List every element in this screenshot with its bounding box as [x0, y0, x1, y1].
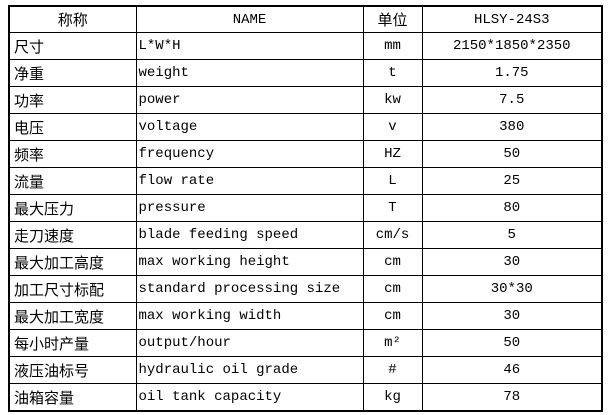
- row-en-label: flow rate: [135, 167, 364, 195]
- row-unit: kg: [362, 383, 423, 412]
- row-unit: v: [362, 113, 423, 141]
- row-cn-label: 尺寸: [8, 32, 137, 60]
- row-cn-label: 流量: [8, 167, 137, 195]
- row-unit: cm/s: [362, 221, 423, 249]
- row-cn-label: 最大加工高度: [8, 248, 137, 276]
- row-cn-label: 净重: [8, 59, 137, 87]
- row-cn-label: 液压油标号: [8, 356, 137, 384]
- row-cn-label: 最大加工宽度: [8, 302, 137, 330]
- row-en-label: weight: [135, 59, 364, 87]
- row-en-label: standard processing size: [135, 275, 364, 303]
- row-value: 80: [421, 194, 603, 222]
- row-cn-label: 油箱容量: [8, 383, 137, 412]
- row-unit: cm: [362, 248, 423, 276]
- row-cn-label: 最大压力: [8, 194, 137, 222]
- table-row: 走刀速度 blade feeding speed cm/s 5: [8, 221, 603, 249]
- header-unit: 单位: [362, 5, 423, 33]
- row-en-label: voltage: [135, 113, 364, 141]
- header-cn-name: 称称: [8, 5, 137, 33]
- row-en-label: hydraulic oil grade: [135, 356, 364, 384]
- row-en-label: oil tank capacity: [135, 383, 364, 412]
- header-model: HLSY-24S3: [421, 5, 603, 33]
- row-unit: T: [362, 194, 423, 222]
- header-row: 称称 NAME 单位 HLSY-24S3: [8, 5, 603, 33]
- table-row: 频率 frequency HZ 50: [8, 140, 603, 168]
- table-row: 最大加工宽度 max working width cm 30: [8, 302, 603, 330]
- row-cn-label: 电压: [8, 113, 137, 141]
- row-unit: HZ: [362, 140, 423, 168]
- row-en-label: blade feeding speed: [135, 221, 364, 249]
- table-row: 功率 power kw 7.5: [8, 86, 603, 114]
- row-en-label: max working width: [135, 302, 364, 330]
- row-unit: L: [362, 167, 423, 195]
- row-value: 7.5: [421, 86, 603, 114]
- row-value: 30: [421, 248, 603, 276]
- row-value: 1.75: [421, 59, 603, 87]
- table-row: 每小时产量 output/hour m² 50: [8, 329, 603, 357]
- row-unit: m²: [362, 329, 423, 357]
- row-unit: mm: [362, 32, 423, 60]
- row-cn-label: 功率: [8, 86, 137, 114]
- table-row: 加工尺寸标配 standard processing size cm 30*30: [8, 275, 603, 303]
- row-unit: #: [362, 356, 423, 384]
- table-row: 油箱容量 oil tank capacity kg 78: [8, 383, 603, 412]
- row-cn-label: 频率: [8, 140, 137, 168]
- row-en-label: power: [135, 86, 364, 114]
- row-en-label: output/hour: [135, 329, 364, 357]
- table-row: 电压 voltage v 380: [8, 113, 603, 141]
- row-value: 2150*1850*2350: [421, 32, 603, 60]
- table-row: 最大压力 pressure T 80: [8, 194, 603, 222]
- row-value: 50: [421, 140, 603, 168]
- row-cn-label: 每小时产量: [8, 329, 137, 357]
- row-value: 46: [421, 356, 603, 384]
- table-row: 最大加工高度 max working height cm 30: [8, 248, 603, 276]
- header-name: NAME: [135, 5, 364, 33]
- table-row: 流量 flow rate L 25: [8, 167, 603, 195]
- row-unit: cm: [362, 302, 423, 330]
- row-en-label: frequency: [135, 140, 364, 168]
- row-unit: t: [362, 59, 423, 87]
- row-en-label: L*W*H: [135, 32, 364, 60]
- row-en-label: pressure: [135, 194, 364, 222]
- row-cn-label: 加工尺寸标配: [8, 275, 137, 303]
- row-value: 5: [421, 221, 603, 249]
- row-cn-label: 走刀速度: [8, 221, 137, 249]
- row-unit: cm: [362, 275, 423, 303]
- row-value: 30: [421, 302, 603, 330]
- table-row: 液压油标号 hydraulic oil grade # 46: [8, 356, 603, 384]
- spec-table: 称称 NAME 单位 HLSY-24S3 尺寸 L*W*H mm 2150*18…: [8, 5, 603, 412]
- row-unit: kw: [362, 86, 423, 114]
- row-value: 30*30: [421, 275, 603, 303]
- table-row: 尺寸 L*W*H mm 2150*1850*2350: [8, 32, 603, 60]
- row-value: 380: [421, 113, 603, 141]
- row-en-label: max working height: [135, 248, 364, 276]
- table-row: 净重 weight t 1.75: [8, 59, 603, 87]
- row-value: 25: [421, 167, 603, 195]
- row-value: 78: [421, 383, 603, 412]
- row-value: 50: [421, 329, 603, 357]
